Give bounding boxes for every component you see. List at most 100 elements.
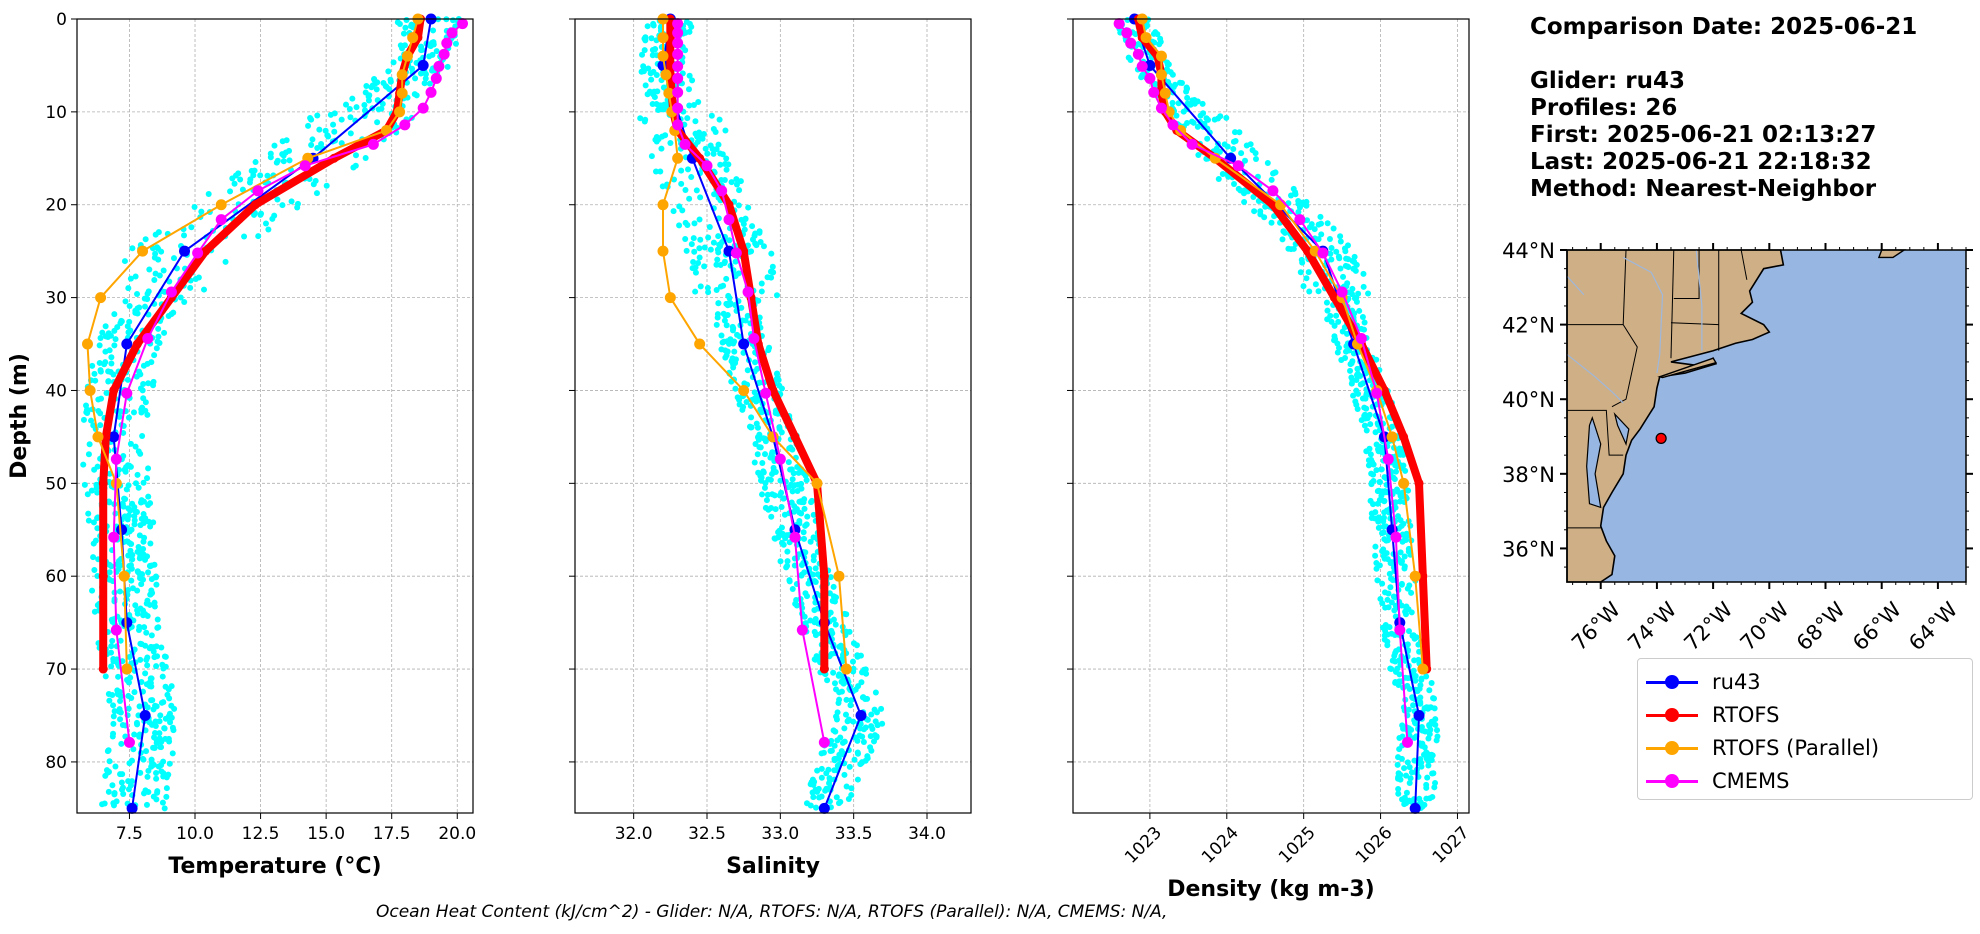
series-point [818,736,830,748]
glider-point [1363,427,1370,434]
glider-point [237,176,244,183]
glider-point [198,208,205,215]
glider-point [1297,269,1304,276]
series-point [819,571,829,581]
glider-point [658,106,665,113]
glider-point [1243,142,1250,149]
y-tick-label: 60 [45,567,67,587]
glider-point [229,175,236,182]
state-border [1740,249,1748,280]
series-point [1136,60,1148,72]
series-point [1414,478,1424,488]
series-line-ru- [1133,18,1421,809]
glider-point [148,576,155,583]
glider-point [781,495,788,502]
x-axis-label: Salinity [726,854,820,879]
y-tick-label: 70 [45,660,67,680]
glider-point [231,180,238,187]
glider-point [848,785,855,792]
glider-point [149,697,156,704]
series-point [110,453,122,465]
glider-point [1406,628,1413,635]
glider-point [1169,99,1176,106]
glider-point [685,86,692,93]
glider-point [1261,214,1268,221]
glider-point [827,747,834,754]
glider-point [1397,445,1404,452]
glider-point [812,578,819,585]
glider-point [733,176,740,183]
glider-point [831,742,838,749]
glider-point [129,585,136,592]
glider-point [138,581,145,588]
glider-point [1404,585,1411,592]
glider-point [408,23,415,30]
glider-point [830,616,837,623]
glider-point [144,654,151,661]
glider-point [836,751,843,758]
glider-point [1428,757,1435,764]
glider-point [1417,694,1424,701]
glider-point [720,310,727,317]
glider-point [274,196,281,203]
glider-point [682,47,689,54]
glider-point [756,228,763,235]
series-point [84,384,96,396]
plot-frame [574,18,972,814]
legend-item-cmems: CMEMS [1646,764,1964,797]
glider-point [686,72,693,79]
glider-point [132,273,139,280]
glider-point [818,774,825,781]
glider-point [385,68,392,75]
glider-point [838,678,845,685]
glider-point [122,496,129,503]
glider-point [1363,448,1370,455]
series-point [742,286,754,298]
glider-point [166,695,173,702]
series-point [665,33,675,43]
glider-point [683,18,690,25]
glider-point [1188,118,1195,125]
salinity-panel: 32.0 32.5 33.0 33.5 34.0 Salinity [569,13,972,879]
glider-point [396,20,403,27]
legend-item-rtofs-parallel: RTOFS (Parallel) [1646,731,1964,764]
series-line-cmems [112,22,464,743]
glider-point [1386,624,1393,631]
glider-point [117,771,124,778]
river [1695,249,1703,351]
glider-point [144,613,151,620]
glider-point [156,718,163,725]
series-point [441,37,453,49]
glider-point [653,101,660,108]
glider-point [830,727,837,734]
y-tick-label: 0 [56,10,67,30]
glider-point [80,416,87,423]
glider-point [867,744,874,751]
glider-point [1375,524,1382,531]
glider-point [1430,695,1437,702]
glider-point [781,511,788,518]
glider-point [170,255,177,262]
glider-point [722,127,729,134]
legend-label: RTOFS (Parallel) [1712,735,1880,760]
glider-point [1252,155,1259,162]
glider-point [1401,553,1408,560]
glider-point [85,510,92,517]
glider-point [803,477,810,484]
glider-point [145,493,152,500]
glider-point [810,557,817,564]
glider-point [648,76,655,83]
series-point [1155,102,1167,114]
glider-point [111,342,118,349]
glider-point [1392,468,1399,475]
glider-point [753,242,760,249]
glider-point [707,246,714,253]
glider-point [154,338,161,345]
glider-point [95,408,102,415]
glider-point [158,644,165,651]
glider-point [758,474,765,481]
glider-point [848,697,855,704]
glider-point [1317,220,1324,227]
glider-point [1298,201,1305,208]
